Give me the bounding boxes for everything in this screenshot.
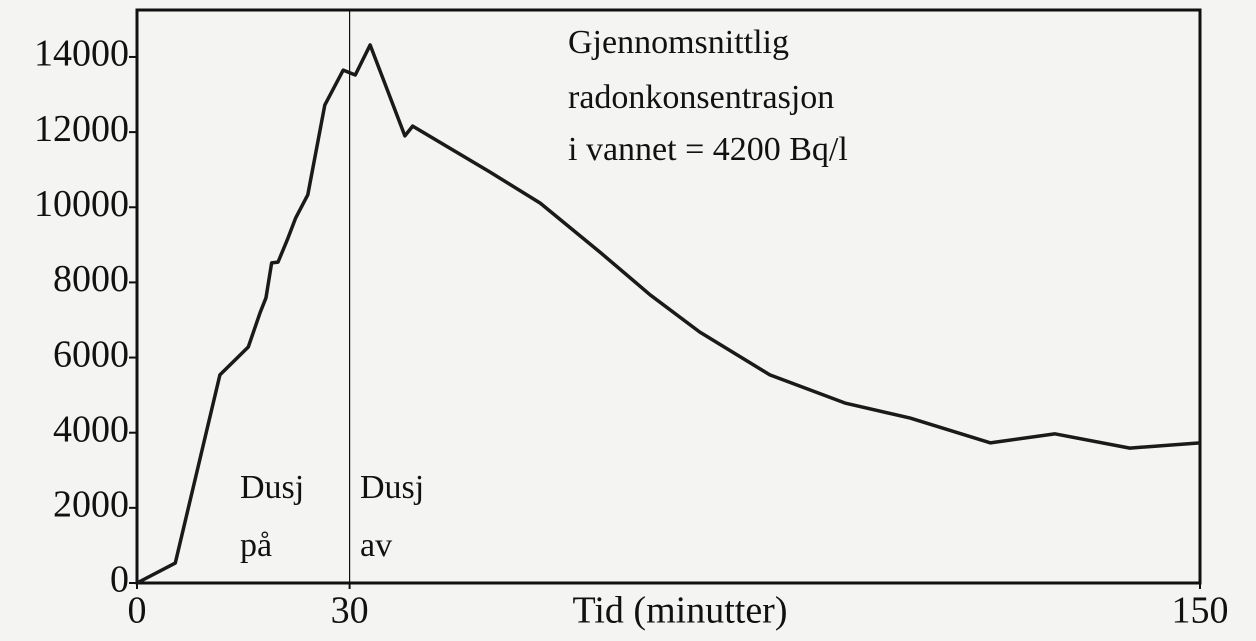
x-tick-label: 150 bbox=[1172, 590, 1229, 632]
plot-frame bbox=[135, 8, 1202, 585]
y-tick-label: 12000 bbox=[34, 108, 129, 150]
y-tick-label: 10000 bbox=[34, 183, 129, 225]
annotation: av bbox=[360, 527, 392, 564]
annotation: i vannet = 4200 Bq/l bbox=[568, 131, 848, 168]
data-line bbox=[136, 43, 1201, 585]
x-axis-label: Tid (minutter) bbox=[573, 590, 788, 632]
annotation: Dusj bbox=[360, 469, 424, 506]
y-tick-label: 14000 bbox=[34, 33, 129, 75]
y-tick-label: 8000 bbox=[53, 258, 129, 300]
x-tick-label: 30 bbox=[331, 590, 369, 632]
y-tick-label: 6000 bbox=[53, 333, 129, 375]
annotation: på bbox=[240, 527, 272, 564]
x-tick-label: 0 bbox=[128, 590, 147, 632]
annotation: Gjennomsnittlig bbox=[568, 24, 789, 61]
y-tick-label: 4000 bbox=[53, 408, 129, 450]
y-tick-label: 0 bbox=[110, 559, 129, 601]
annotation: radonkonsentrasjon bbox=[568, 79, 834, 116]
y-tick-label: 2000 bbox=[53, 484, 129, 526]
annotation: Dusj bbox=[240, 469, 304, 506]
